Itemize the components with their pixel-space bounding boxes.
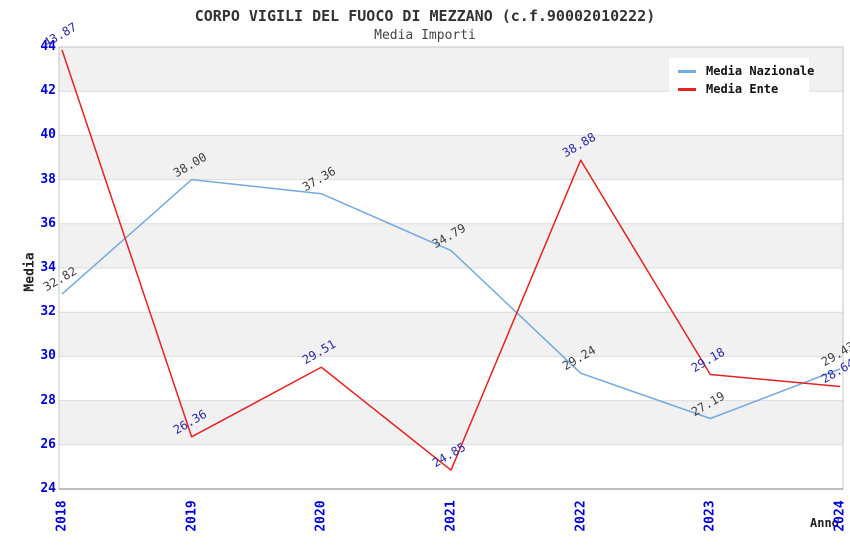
y-tick-label: 40 (40, 127, 56, 143)
chart-subtitle: Media Importi (374, 28, 476, 43)
y-tick-label: 32 (40, 304, 56, 320)
x-tick-label: 2018 (54, 500, 70, 532)
y-tick-label: 26 (40, 436, 56, 452)
legend-label: Media Nazionale (706, 64, 815, 78)
chart-title: CORPO VIGILI DEL FUOCO DI MEZZANO (c.f.9… (194, 7, 656, 25)
x-tick-label: 2020 (313, 500, 329, 532)
legend-swatch-line (678, 87, 696, 91)
y-tick-label: 28 (40, 392, 56, 408)
x-axis-title: Anno (810, 516, 839, 530)
y-tick-label: 24 (40, 481, 56, 496)
plot-band (59, 135, 843, 180)
x-tick-label: 2024 (832, 500, 848, 532)
legend-swatch-line (678, 69, 696, 73)
plot-band (59, 400, 843, 445)
plot-band (59, 312, 843, 357)
x-tick-label: 2022 (573, 500, 589, 532)
y-tick-label: 30 (40, 348, 56, 364)
legend-item: Media Nazionale (669, 62, 814, 80)
series-line-media-nazionale (61, 178, 841, 420)
y-tick-label: 38 (40, 171, 56, 187)
plot-band (59, 223, 843, 268)
x-tick-label: 2019 (184, 500, 200, 532)
y-tick-label: 42 (40, 83, 56, 99)
legend-item: Media Ente (669, 80, 809, 98)
series-line-media-ente (61, 49, 841, 471)
y-tick-label: 44 (40, 39, 56, 54)
legend: Media Nazionale Media Ente (669, 58, 814, 103)
x-tick-label: 2021 (443, 500, 459, 532)
x-tick-label: 2023 (702, 500, 718, 532)
y-tick-label: 34 (40, 260, 56, 275)
legend-label: Media Ente (706, 82, 779, 96)
y-tick-label: 36 (40, 215, 56, 231)
